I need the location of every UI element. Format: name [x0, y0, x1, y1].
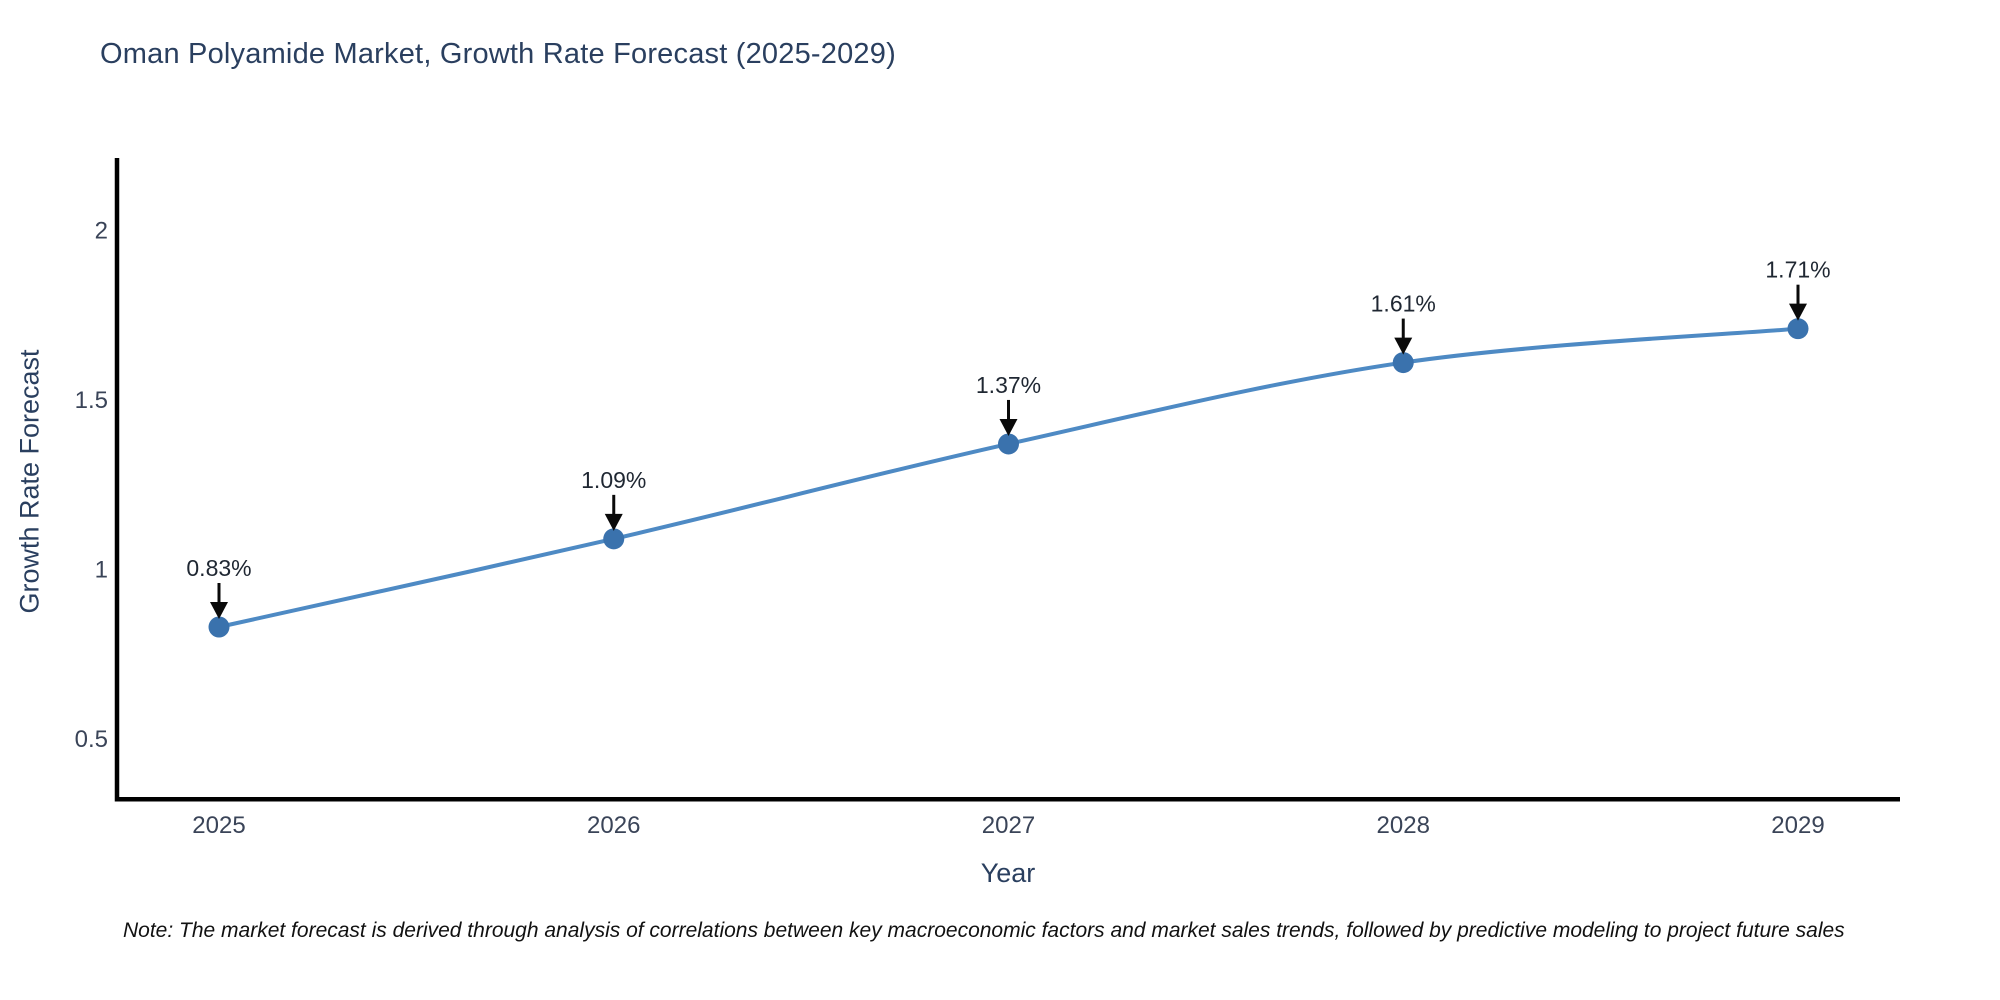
x-tick-label: 2027	[982, 812, 1035, 839]
annotation-arrow-head	[210, 602, 228, 619]
chart-title: Oman Polyamide Market, Growth Rate Forec…	[100, 38, 896, 70]
annotation-arrow-head	[1394, 337, 1413, 355]
annotation-arrow-head	[1789, 303, 1807, 321]
point-annotation-label: 1.09%	[581, 467, 646, 493]
data-point-2025	[208, 616, 230, 638]
tick-label-layer: 0.5 1 1.5 2 2025 2026 2027 2028 2029	[75, 217, 1825, 839]
y-tick-label: 0.5	[75, 726, 108, 753]
x-tick-label: 2028	[1377, 812, 1430, 839]
x-tick-label: 2025	[192, 812, 245, 839]
data-point-2029	[1787, 318, 1809, 340]
data-point-2027	[998, 433, 1019, 455]
x-tick-label: 2029	[1771, 812, 1824, 839]
point-annotation-label: 1.71%	[1765, 257, 1830, 283]
annotation-arrow-head	[999, 418, 1018, 436]
y-tick-label: 1	[95, 556, 108, 583]
footnote-text: Note: The market forecast is derived thr…	[123, 919, 1845, 942]
axes-layer	[114, 158, 1900, 802]
point-annotation-label: 1.61%	[1371, 291, 1436, 317]
data-point-2028	[1392, 352, 1414, 374]
annotation-layer: 0.83% 1.09% 1.37% 1.61% 1.71%	[186, 257, 1831, 619]
data-point-2026	[603, 528, 625, 550]
point-annotation-label: 0.83%	[186, 555, 251, 581]
y-tick-label: 2	[95, 217, 108, 244]
x-axis-title: Year	[980, 858, 1036, 888]
y-tick-label: 1.5	[75, 387, 108, 414]
x-tick-label: 2026	[587, 812, 640, 839]
point-annotation-label: 1.37%	[976, 372, 1041, 398]
series-layer	[208, 318, 1809, 638]
annotation-arrow-head	[604, 513, 623, 531]
